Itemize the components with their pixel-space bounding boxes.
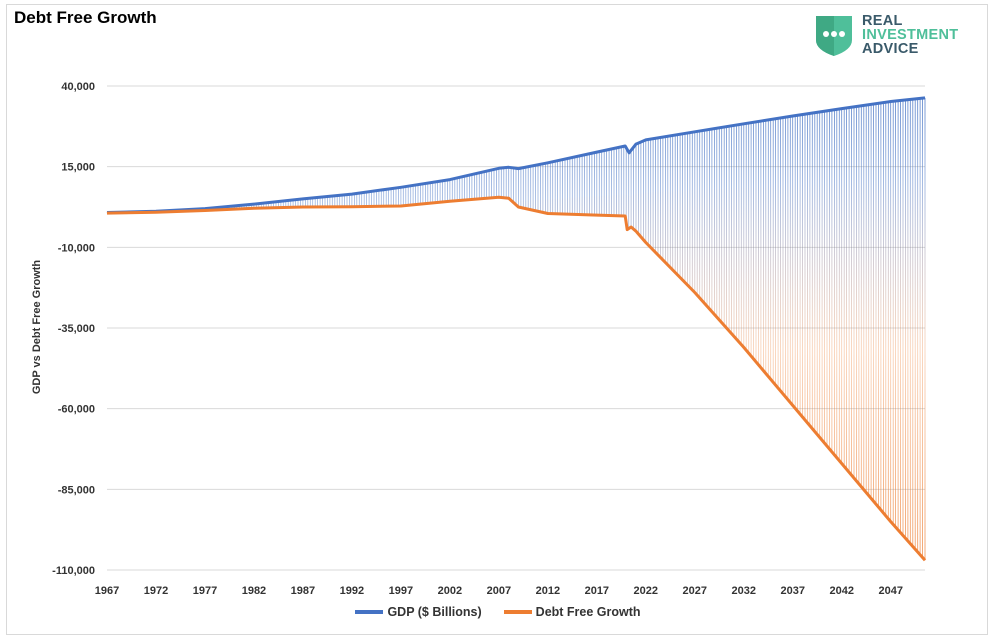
grid-lines xyxy=(107,85,925,571)
y-tick-label: -110,000 xyxy=(52,565,95,577)
legend: GDP ($ Billions) Debt Free Growth xyxy=(0,605,996,619)
y-tick-label: 15,000 xyxy=(61,162,95,174)
x-tick-label: 1997 xyxy=(389,585,413,597)
x-tick-label: 2002 xyxy=(438,585,462,597)
logo: REAL INVESTMENT ADVICE xyxy=(812,14,982,58)
chart-frame xyxy=(6,4,988,635)
series-lines xyxy=(106,96,927,562)
logo-line-1: REAL xyxy=(862,13,903,29)
x-tick-label: 2047 xyxy=(878,585,902,597)
x-tick-label: 2032 xyxy=(732,585,756,597)
y-tick-label: 40,000 xyxy=(61,81,95,93)
x-tick-label: 2027 xyxy=(683,585,707,597)
y-tick-label: -60,000 xyxy=(58,404,95,416)
legend-label-debt-free: Debt Free Growth xyxy=(535,605,641,619)
x-axis-ticks: 1967 1972 1977 1982 1987 1992 1997 2002 2007 2012… xyxy=(95,585,903,597)
y-tick-label: -85,000 xyxy=(58,484,95,496)
debt-free-series-line xyxy=(106,195,927,562)
x-tick-label: 1992 xyxy=(340,585,364,597)
y-axis-label: GDP vs Debt Free Growth xyxy=(31,260,43,395)
x-tick-label: 2022 xyxy=(634,585,658,597)
x-tick-label: 2042 xyxy=(829,585,853,597)
gdp-series-line xyxy=(106,96,926,214)
y-tick-label: -10,000 xyxy=(58,242,95,254)
legend-swatch-gdp xyxy=(355,610,384,614)
chart-title: Debt Free Growth xyxy=(14,8,157,27)
legend-item-gdp: GDP ($ Billions) xyxy=(355,605,482,619)
x-tick-label: 2017 xyxy=(585,585,609,597)
legend-label-gdp: GDP ($ Billions) xyxy=(387,605,482,619)
x-tick-label: 1982 xyxy=(242,585,266,597)
x-tick-label: 1972 xyxy=(144,585,168,597)
debt-free-drop-lines xyxy=(518,179,926,561)
y-tick-label: -35,000 xyxy=(58,323,95,335)
y-axis-ticks: 40,000 15,000 -10,000 -35,000 -60,000 -85,000… xyxy=(52,81,95,577)
x-tick-label: 2037 xyxy=(781,585,805,597)
x-tick-label: 1967 xyxy=(95,585,119,597)
logo-line-3: ADVICE xyxy=(862,41,919,57)
x-tick-label: 2007 xyxy=(487,585,511,597)
x-tick-label: 1977 xyxy=(193,585,217,597)
logo-line-2: INVESTMENT xyxy=(862,27,959,43)
x-tick-label: 1987 xyxy=(291,585,315,597)
logo-wordmark: REAL INVESTMENT ADVICE xyxy=(862,13,959,57)
legend-item-debt-free: Debt Free Growth xyxy=(503,605,641,619)
legend-swatch-debt-free xyxy=(503,610,532,614)
three-dots-shield-icon xyxy=(816,16,852,56)
x-tick-label: 2012 xyxy=(536,585,560,597)
